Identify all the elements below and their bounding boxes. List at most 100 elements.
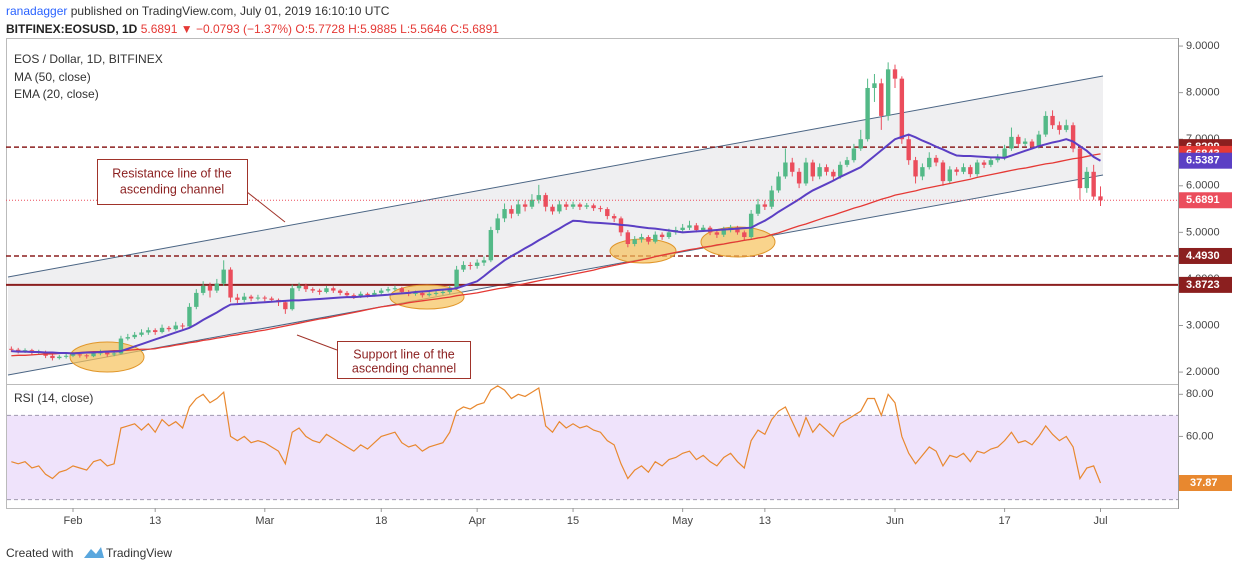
candle-body <box>344 292 350 296</box>
x-tick-label: Jun <box>886 515 904 527</box>
ma-line <box>11 133 1101 355</box>
candle-body <box>735 227 740 233</box>
candle-body <box>427 293 432 296</box>
candle-body <box>1098 196 1103 201</box>
candle-body <box>1050 115 1055 126</box>
x-tick-label: Apr <box>469 515 486 527</box>
published: published on TradingView.com, July 01, 2… <box>71 4 390 18</box>
price-label-box <box>1179 192 1232 209</box>
candle-body <box>310 289 315 291</box>
candle-body <box>454 269 459 289</box>
candle-body <box>899 78 905 140</box>
candle-body <box>646 237 651 242</box>
candle-body <box>255 297 261 299</box>
candle-body <box>296 285 302 289</box>
annotation-pointer <box>246 191 286 223</box>
candle-body <box>748 213 754 238</box>
candle-body <box>468 264 473 266</box>
candle-body <box>84 355 89 357</box>
candle-body <box>995 157 1000 161</box>
candle-body <box>1002 148 1007 158</box>
open: O:5.7728 <box>295 22 345 36</box>
price-label: 4.4930 <box>1186 250 1220 262</box>
candle-body <box>214 283 220 291</box>
annotation-box <box>337 341 471 379</box>
candle-body <box>194 292 199 307</box>
candle-body <box>283 302 288 310</box>
candle-body <box>913 160 918 177</box>
candle-body <box>351 295 357 297</box>
candle-body <box>625 232 631 244</box>
annotation-text: ascending channel <box>120 182 224 196</box>
candle-body <box>111 353 117 355</box>
candle-body <box>851 148 857 161</box>
candle-body <box>228 269 233 298</box>
annotation-text: Support line of the <box>353 347 455 361</box>
footer-brand[interactable]: TradingView <box>106 546 172 560</box>
candle-body <box>927 157 932 168</box>
candle-body <box>844 160 850 165</box>
candle-body <box>933 157 939 163</box>
candle-body <box>262 297 267 299</box>
candle-body <box>146 330 151 333</box>
candle-body <box>242 296 247 300</box>
candle-body <box>721 230 726 235</box>
candle-body <box>947 169 952 182</box>
candle-body <box>125 337 130 339</box>
x-tick-label: May <box>672 515 693 527</box>
annotation-box <box>97 159 248 205</box>
rsi-line <box>11 385 1102 484</box>
annotation-text: Resistance line of the <box>112 166 232 180</box>
candle-body <box>598 208 603 210</box>
candle-body <box>461 264 466 270</box>
candle-body <box>105 352 110 355</box>
candle-body <box>1043 115 1048 135</box>
candle-body <box>1064 125 1069 130</box>
candle-body <box>687 225 692 228</box>
candle-body <box>577 204 583 207</box>
candle-body <box>564 204 569 207</box>
candle-body <box>509 209 514 214</box>
candle-body <box>1022 141 1028 144</box>
candle-body <box>1057 125 1062 130</box>
candle-body <box>591 205 596 209</box>
y-tick-label: 6.0000 <box>1186 180 1220 192</box>
annotation-pointer <box>296 334 338 351</box>
y-tick-label: 8.0000 <box>1186 87 1220 99</box>
last: 5.6891 <box>141 22 178 36</box>
author[interactable]: ranadagger <box>6 4 67 18</box>
legend-entry: MA (50, close) <box>14 70 91 84</box>
candle-body <box>694 225 699 231</box>
candle-body <box>399 288 404 292</box>
candle-body <box>796 171 802 184</box>
candle-body <box>474 262 480 266</box>
annotation-text: ascending channel <box>352 361 456 375</box>
candle-body <box>358 293 363 297</box>
rsi-label-box <box>1179 475 1232 492</box>
logo <box>84 547 104 558</box>
candle-body <box>159 327 165 333</box>
candle-body <box>838 164 843 177</box>
candle-body <box>536 195 541 200</box>
candle-body <box>920 167 925 177</box>
candle-body <box>70 354 76 356</box>
change: −0.0793 (−1.37%) <box>196 22 292 36</box>
candle-body <box>166 327 172 330</box>
header-line-2: BITFINEX:EOSUSD, 1D 5.6891 ▼ −0.0793 (−1… <box>6 22 499 36</box>
candle-body <box>714 232 720 235</box>
candle-body <box>940 162 946 182</box>
candle-body <box>550 206 555 212</box>
candle-body <box>420 292 425 296</box>
candle-body <box>817 167 822 177</box>
x-tick-label: Mar <box>255 515 274 527</box>
candle-body <box>153 330 158 333</box>
candle-body <box>290 288 295 310</box>
candle-body <box>858 139 863 149</box>
candle-body <box>790 162 795 172</box>
candle-body <box>1070 125 1076 149</box>
candle-body <box>872 83 877 88</box>
candle-body <box>885 69 891 116</box>
candle-body <box>173 325 178 330</box>
ma-line <box>11 153 1101 357</box>
plot: 9.00008.00007.00006.00005.00004.00003.00… <box>6 40 1232 527</box>
